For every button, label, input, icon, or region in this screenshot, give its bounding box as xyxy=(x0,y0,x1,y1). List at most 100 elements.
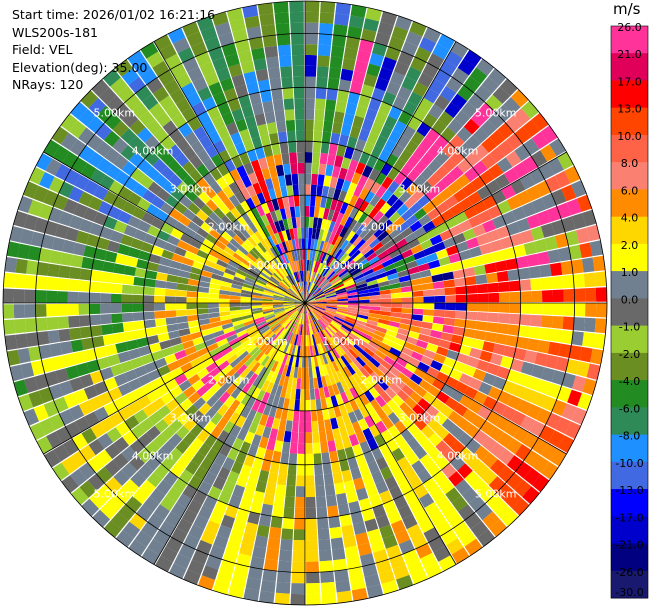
velocity-gate xyxy=(311,173,318,185)
velocity-gate xyxy=(419,453,434,469)
velocity-gate xyxy=(363,178,375,191)
velocity-gate xyxy=(380,235,392,246)
velocity-gate xyxy=(518,325,531,338)
velocity-gate xyxy=(325,231,332,243)
velocity-gate xyxy=(336,294,348,298)
velocity-gate xyxy=(405,336,418,346)
velocity-gate xyxy=(400,286,413,293)
velocity-gate xyxy=(151,397,166,411)
velocity-gate xyxy=(355,279,367,287)
velocity-gate xyxy=(526,403,542,420)
velocity-gate xyxy=(191,379,205,392)
velocity-gate xyxy=(325,291,336,297)
velocity-gate xyxy=(430,266,442,276)
velocity-gate xyxy=(278,352,286,364)
velocity-gate xyxy=(337,503,350,516)
velocity-gate xyxy=(401,297,413,303)
velocity-gate xyxy=(381,56,397,71)
velocity-gate xyxy=(277,313,287,321)
velocity-gate xyxy=(292,311,300,322)
velocity-gate xyxy=(361,508,375,522)
velocity-gate xyxy=(407,91,423,107)
velocity-gate xyxy=(287,321,295,331)
velocity-gate xyxy=(366,219,377,231)
velocity-gate xyxy=(318,44,331,57)
velocity-gate xyxy=(165,398,180,412)
velocity-gate xyxy=(355,356,366,367)
velocity-gate xyxy=(226,334,238,343)
velocity-gate xyxy=(305,389,311,401)
velocity-gate xyxy=(508,313,521,325)
velocity-gate xyxy=(62,438,79,456)
velocity-gate xyxy=(300,324,303,336)
velocity-gate xyxy=(511,497,530,516)
velocity-gate xyxy=(269,335,278,345)
velocity-gate xyxy=(412,303,424,309)
velocity-gate xyxy=(405,260,418,270)
velocity-gate xyxy=(324,242,332,254)
velocity-gate xyxy=(388,320,400,328)
velocity-gate xyxy=(330,132,341,145)
velocity-gate xyxy=(305,303,316,306)
velocity-gate xyxy=(271,323,281,332)
velocity-gate xyxy=(241,338,253,348)
velocity-gate xyxy=(362,427,374,441)
velocity-gate xyxy=(526,253,540,267)
velocity-gate xyxy=(324,374,332,387)
velocity-gate xyxy=(305,249,308,260)
velocity-gate xyxy=(221,379,233,392)
velocity-gate xyxy=(313,261,319,273)
velocity-gate xyxy=(531,364,545,379)
velocity-gate xyxy=(59,380,74,396)
velocity-gate xyxy=(311,249,316,261)
velocity-gate xyxy=(283,430,292,443)
velocity-gate xyxy=(349,206,359,219)
velocity-gate xyxy=(464,276,477,286)
velocity-gate xyxy=(333,316,345,323)
velocity-gate xyxy=(332,121,343,135)
velocity-gate xyxy=(464,512,482,530)
velocity-gate xyxy=(295,486,305,498)
velocity-gate xyxy=(353,324,365,333)
velocity-gate xyxy=(283,376,290,388)
velocity-gate xyxy=(338,167,348,180)
velocity-gate xyxy=(371,447,384,461)
velocity-gate xyxy=(419,269,432,278)
velocity-gate xyxy=(268,526,282,539)
velocity-gate xyxy=(193,514,209,530)
velocity-gate xyxy=(413,508,429,524)
velocity-gate xyxy=(299,410,305,422)
velocity-gate xyxy=(285,331,292,343)
velocity-gate xyxy=(199,352,212,363)
velocity-gate xyxy=(177,356,190,367)
velocity-gate xyxy=(341,254,351,265)
velocity-gate xyxy=(161,372,175,384)
velocity-gate xyxy=(320,252,327,264)
velocity-gate xyxy=(383,500,398,515)
velocity-gate xyxy=(196,384,209,397)
velocity-gate xyxy=(235,508,250,522)
velocity-gate xyxy=(223,420,235,434)
velocity-gate xyxy=(358,303,370,307)
velocity-gate xyxy=(317,420,326,432)
velocity-gate xyxy=(230,574,247,588)
velocity-gate xyxy=(353,477,365,491)
velocity-gate xyxy=(377,230,389,242)
velocity-gate xyxy=(274,309,285,315)
velocity-gate xyxy=(362,165,373,178)
velocity-gate xyxy=(343,47,358,61)
velocity-gate xyxy=(359,335,371,344)
colorbar-tick-label: -26.0 xyxy=(615,566,643,579)
velocity-gate xyxy=(459,344,472,356)
velocity-gate xyxy=(98,391,113,406)
velocity-gate xyxy=(446,512,464,529)
velocity-gate xyxy=(107,354,121,367)
velocity-gate xyxy=(298,356,303,368)
velocity-gate xyxy=(96,356,111,370)
velocity-gate xyxy=(396,389,410,402)
velocity-gate xyxy=(438,555,456,572)
velocity-gate xyxy=(520,291,532,303)
velocity-gate xyxy=(352,235,363,247)
velocity-gate xyxy=(61,456,79,475)
